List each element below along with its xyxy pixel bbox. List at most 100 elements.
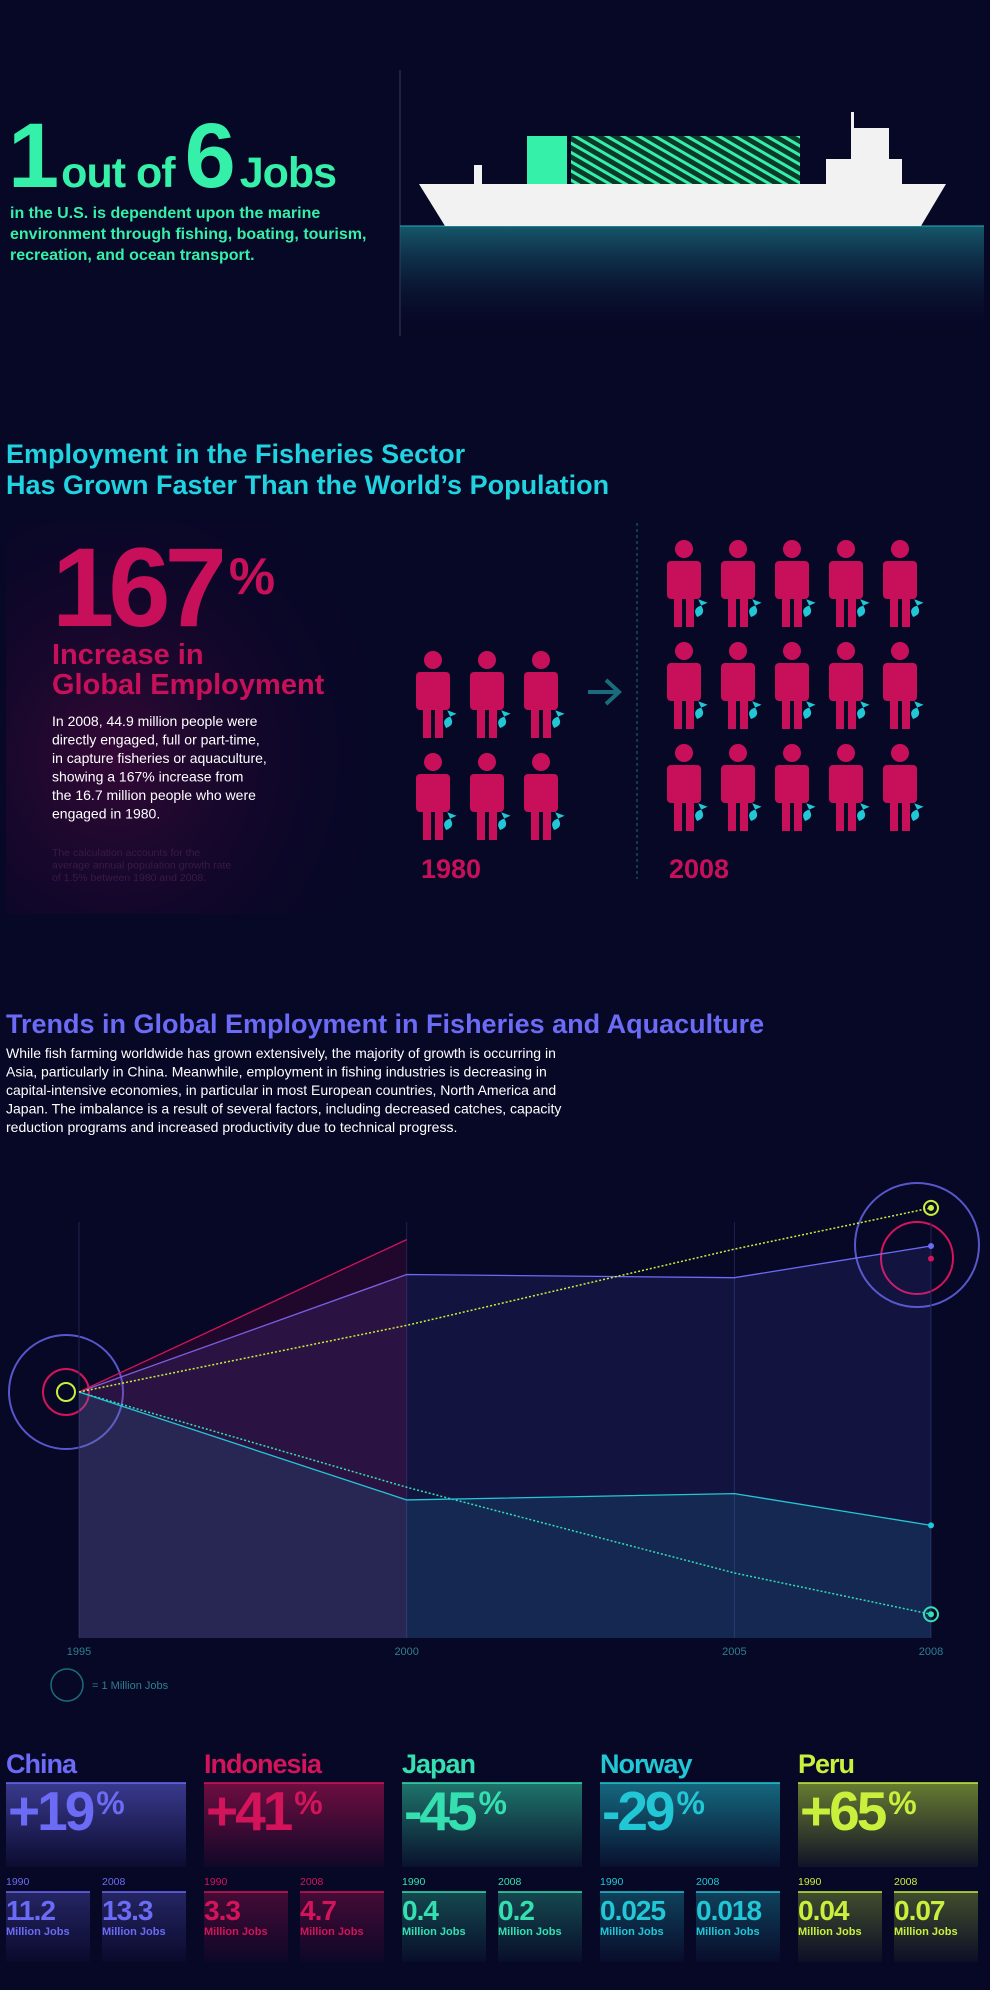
icon-part [890,697,898,729]
hero-text: Jobs [240,149,336,197]
body-text: the 16.7 million people who were [52,787,256,803]
legend-symbol [50,1668,84,1702]
icon-part [848,595,856,627]
icon-part [890,595,898,627]
icon-part [782,799,790,831]
body-text: reduction programs and increased product… [6,1119,457,1135]
icon-part [444,812,457,830]
body-text: In 2008, 44.9 million people were [52,713,258,729]
job-unit: Million Jobs [204,1926,268,1938]
body-text: Japan. The imbalance is a result of seve… [6,1101,561,1117]
icon-part [848,799,856,831]
country-change: +41% [206,1780,323,1842]
country-name: Japan [402,1749,475,1779]
icon-part [775,561,809,599]
icon-part [435,808,443,840]
icon-part [728,595,736,627]
year-label: 2008 [669,854,729,884]
country-name: China [6,1749,78,1779]
icon-part [783,540,801,558]
person-icon [883,744,924,831]
stat-label: Increase in [52,639,204,671]
person-icon [883,642,924,729]
hero-text: out of [61,149,176,197]
icon-part [532,753,550,771]
icon-part [489,706,497,738]
icon-part [911,701,924,719]
icon-part [721,561,755,599]
icon-part [444,710,457,728]
icon-part [416,672,450,710]
icon-part [803,701,816,719]
icon-part [902,799,910,831]
icon-part [543,808,551,840]
x-tick-label: 1995 [67,1646,91,1658]
icon-part [740,697,748,729]
change-value: -45 [404,1780,477,1842]
year-label: 1990 [798,1876,822,1888]
end-ring [923,1606,939,1623]
x-tick-label: 2000 [394,1646,418,1658]
x-tick-label: 2005 [722,1646,746,1658]
icon-part [728,697,736,729]
icon-part [749,701,762,719]
change-unit: % [888,1785,916,1821]
change-value: +41 [206,1780,293,1842]
icon-part [667,765,701,803]
job-unit: Million Jobs [894,1926,958,1938]
icon-part [729,744,747,762]
change-unit: % [677,1785,705,1821]
job-unit: Million Jobs [498,1926,562,1938]
hero-description: recreation, and ocean transport. [10,247,255,264]
stat-label: Global Employment [52,669,325,701]
body-text: in capture fisheries or aquaculture, [52,750,267,766]
footnote: The calculation accounts for the [52,847,200,859]
person-icon [524,753,565,840]
body-text: Asia, particularly in China. Meanwhile, … [6,1064,547,1080]
card-box [6,1783,186,1867]
value-box [402,1892,486,1962]
icon-part [477,808,485,840]
icon-part [470,672,504,710]
change-value: +65 [800,1780,887,1842]
icon-part [857,599,870,617]
country-name: Peru [798,1749,854,1779]
end-point [928,1204,934,1211]
job-value: 13.3 [102,1895,153,1926]
country-change: -29% [602,1780,705,1842]
icon-part [749,803,762,821]
icon-part [729,540,747,558]
icon-part [695,701,708,719]
end-point [928,1242,934,1249]
icon-part [686,799,694,831]
icon-part [686,595,694,627]
icon-part [891,744,909,762]
value-box [6,1892,90,1962]
job-unit: Million Jobs [600,1926,664,1938]
country-name: Norway [600,1749,693,1779]
icon-part [728,799,736,831]
end-point [928,1611,934,1618]
line-area [79,1392,931,1638]
job-unit: Million Jobs [6,1926,70,1938]
value-box [498,1892,582,1962]
icon-part [675,642,693,660]
series-line [78,1391,932,1615]
person-icon [829,642,870,729]
job-value: 4.7 [300,1895,336,1926]
icon-part [782,697,790,729]
icon-part [794,697,802,729]
section-title: Employment in the Fisheries Sector [6,439,466,469]
icon-part [794,799,802,831]
icon-part [721,765,755,803]
icon-part [891,540,909,558]
line-area [79,1239,931,1638]
value-box [102,1892,186,1962]
icon-part [883,561,917,599]
job-value: 11.2 [6,1895,55,1926]
hero-description: environment through fishing, boating, to… [10,226,366,243]
icon-part [829,765,863,803]
job-unit: Million Jobs [696,1926,760,1938]
icon-part [794,595,802,627]
job-unit: Million Jobs [798,1926,862,1938]
